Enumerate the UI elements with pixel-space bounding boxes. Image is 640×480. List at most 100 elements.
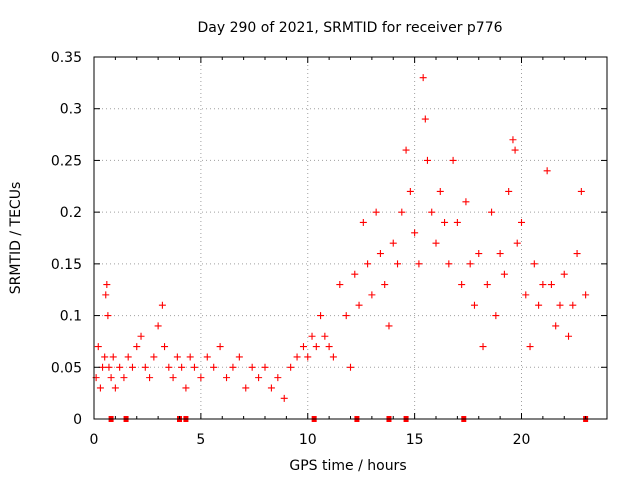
data-point bbox=[336, 281, 344, 289]
data-point bbox=[304, 353, 312, 361]
data-point bbox=[518, 218, 525, 226]
chart-title: Day 290 of 2021, SRMTID for receiver p77… bbox=[197, 20, 502, 36]
y-tick-label: 0.35 bbox=[51, 50, 82, 66]
data-point bbox=[317, 312, 325, 320]
data-point bbox=[492, 312, 500, 320]
data-point bbox=[96, 384, 104, 392]
data-point bbox=[158, 301, 166, 309]
y-tick-label: 0 bbox=[73, 412, 82, 428]
data-point bbox=[178, 363, 186, 371]
data-point bbox=[216, 343, 224, 351]
data-point bbox=[280, 394, 288, 402]
data-point bbox=[470, 301, 478, 309]
data-point bbox=[120, 374, 128, 382]
data-point bbox=[432, 239, 440, 247]
data-point bbox=[146, 374, 154, 382]
data-point bbox=[94, 343, 102, 351]
data-point bbox=[190, 363, 198, 371]
data-point bbox=[329, 353, 337, 361]
data-point bbox=[210, 363, 218, 371]
data-point bbox=[287, 363, 295, 371]
data-point bbox=[141, 363, 149, 371]
data-point bbox=[293, 353, 301, 361]
data-point bbox=[104, 312, 112, 320]
data-point bbox=[101, 353, 109, 361]
y-tick-label: 0.2 bbox=[60, 205, 82, 221]
data-point bbox=[419, 74, 427, 82]
data-point bbox=[577, 187, 585, 195]
data-point bbox=[109, 353, 117, 361]
data-point bbox=[415, 260, 423, 268]
data-point bbox=[150, 353, 158, 361]
data-point bbox=[394, 260, 402, 268]
data-point bbox=[325, 343, 333, 351]
y-tick-label: 0.15 bbox=[51, 257, 82, 273]
data-point bbox=[458, 281, 466, 289]
y-tick-label: 0.05 bbox=[51, 360, 82, 376]
data-point bbox=[376, 250, 384, 258]
data-point bbox=[312, 343, 320, 351]
data-point bbox=[505, 187, 513, 195]
data-point bbox=[308, 332, 316, 340]
y-axis-label: SRMTID / TECUs bbox=[8, 182, 24, 295]
data-point bbox=[261, 363, 269, 371]
data-point bbox=[475, 250, 483, 258]
data-point bbox=[539, 281, 547, 289]
data-point bbox=[124, 353, 132, 361]
data-point bbox=[389, 239, 397, 247]
data-point bbox=[385, 322, 393, 330]
data-point bbox=[500, 270, 508, 278]
data-point bbox=[103, 281, 111, 289]
data-point bbox=[511, 146, 519, 154]
data-point bbox=[535, 301, 543, 309]
data-point bbox=[398, 208, 406, 216]
data-point bbox=[223, 374, 231, 382]
data-point bbox=[137, 332, 145, 340]
data-point bbox=[116, 363, 124, 371]
data-point bbox=[242, 384, 250, 392]
tick-labels: 0 0.05 0.1 0.15 0.2 0.25 0.3 0.35 0 5 10 15 20 bbox=[51, 50, 531, 448]
data-point bbox=[182, 384, 190, 392]
data-point bbox=[133, 343, 141, 351]
data-point bbox=[547, 281, 555, 289]
data-point bbox=[462, 198, 470, 206]
data-point bbox=[102, 291, 110, 299]
y-tick-label: 0.3 bbox=[60, 102, 82, 118]
data-point bbox=[552, 322, 560, 330]
data-point bbox=[441, 218, 449, 226]
data-point bbox=[165, 363, 173, 371]
data-point bbox=[522, 291, 530, 299]
data-point bbox=[381, 281, 389, 289]
data-point bbox=[406, 187, 414, 195]
data-point bbox=[107, 374, 115, 382]
data-point bbox=[267, 384, 275, 392]
data-point bbox=[359, 218, 367, 226]
data-point bbox=[543, 167, 551, 175]
data-point bbox=[203, 353, 211, 361]
data-point bbox=[513, 239, 521, 247]
data-point bbox=[466, 260, 474, 268]
data-point bbox=[573, 250, 581, 258]
data-point bbox=[565, 332, 573, 340]
data-point bbox=[154, 322, 162, 330]
data-point bbox=[421, 115, 429, 123]
data-point bbox=[255, 374, 263, 382]
data-point bbox=[173, 353, 181, 361]
data-point bbox=[368, 291, 376, 299]
x-tick-label: 10 bbox=[299, 432, 317, 448]
data-point bbox=[582, 291, 590, 299]
data-point bbox=[342, 312, 350, 320]
data-point bbox=[526, 343, 534, 351]
y-tick-label: 0.25 bbox=[51, 153, 82, 169]
data-point bbox=[423, 156, 431, 164]
data-point bbox=[569, 301, 577, 309]
data-point bbox=[161, 343, 169, 351]
x-tick-label: 5 bbox=[196, 432, 205, 448]
data-point bbox=[488, 208, 496, 216]
data-point bbox=[509, 136, 517, 144]
data-point bbox=[364, 260, 372, 268]
data-point bbox=[402, 146, 410, 154]
data-point bbox=[530, 260, 538, 268]
data-point bbox=[428, 208, 436, 216]
